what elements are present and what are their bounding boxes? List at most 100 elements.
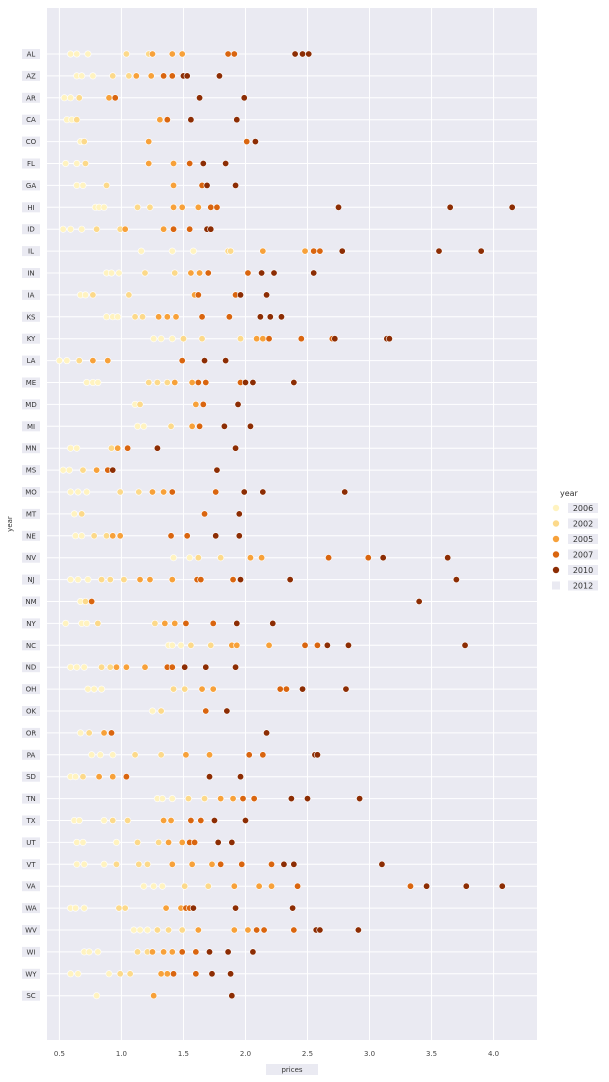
state-label-box — [22, 552, 40, 563]
data-point — [150, 992, 158, 1000]
data-point — [246, 554, 254, 562]
data-point — [178, 357, 186, 365]
data-point — [208, 970, 216, 978]
data-point — [241, 816, 249, 824]
data-point — [239, 795, 247, 803]
data-point — [280, 860, 288, 868]
data-point — [153, 444, 161, 452]
data-point — [290, 926, 298, 934]
state-label: NJ — [27, 576, 34, 584]
data-point — [157, 970, 165, 978]
legend-label-box — [568, 549, 598, 560]
state-label: NC — [26, 642, 36, 650]
data-point — [168, 72, 176, 80]
data-point — [163, 970, 171, 978]
data-point — [237, 335, 245, 343]
state-label: UT — [26, 839, 36, 847]
data-point — [213, 203, 221, 211]
state-label: AL — [27, 51, 36, 59]
data-point — [446, 203, 454, 211]
state-label-box — [22, 114, 40, 125]
data-point — [83, 378, 91, 386]
state-label: HI — [27, 204, 34, 212]
data-point — [94, 619, 102, 627]
x-tick-label: 2.0 — [240, 1050, 251, 1058]
data-point — [67, 50, 75, 58]
state-label: KY — [27, 335, 36, 343]
data-point — [342, 685, 350, 693]
data-point — [364, 554, 372, 562]
state-label: WV — [25, 927, 37, 935]
data-point — [136, 926, 144, 934]
data-point — [98, 663, 106, 671]
data-point — [249, 948, 257, 956]
data-point — [78, 532, 86, 540]
data-point — [259, 751, 267, 759]
data-point — [444, 554, 452, 562]
data-point — [294, 882, 302, 890]
data-point — [116, 532, 124, 540]
state-label-box — [22, 530, 40, 541]
data-point — [225, 313, 233, 321]
data-point — [297, 335, 305, 343]
state-label-box — [22, 881, 40, 892]
data-point — [143, 860, 151, 868]
data-point — [310, 269, 318, 277]
data-point — [112, 663, 120, 671]
state-label: OK — [26, 708, 37, 716]
state-label: VT — [26, 861, 36, 869]
data-point — [83, 619, 91, 627]
data-point — [508, 203, 516, 211]
data-point — [435, 247, 443, 255]
data-point — [229, 795, 237, 803]
data-point — [212, 532, 220, 540]
data-point — [168, 488, 176, 496]
state-label: IA — [28, 291, 35, 299]
data-point — [291, 50, 299, 58]
data-point — [73, 444, 81, 452]
data-point — [187, 816, 195, 824]
data-point — [299, 685, 307, 693]
data-point — [134, 838, 142, 846]
data-point — [74, 970, 82, 978]
data-point — [290, 378, 298, 386]
state-label-box — [22, 684, 40, 695]
data-point — [299, 50, 307, 58]
data-point — [157, 751, 165, 759]
x-axis-title-box — [266, 1064, 318, 1075]
data-point — [168, 948, 176, 956]
data-point — [178, 838, 186, 846]
data-point — [158, 882, 166, 890]
data-point — [62, 619, 70, 627]
data-point — [148, 948, 156, 956]
data-point — [354, 926, 362, 934]
state-label-box — [22, 202, 40, 213]
data-point — [170, 160, 178, 168]
data-point — [452, 576, 460, 584]
data-point — [301, 641, 309, 649]
data-point — [134, 203, 142, 211]
data-point — [246, 422, 254, 430]
state-label: CA — [26, 116, 36, 124]
data-point — [131, 313, 139, 321]
data-point — [266, 313, 274, 321]
data-point — [140, 422, 148, 430]
data-point — [237, 576, 245, 584]
x-tick-label: 0.5 — [54, 1050, 65, 1058]
data-point — [214, 838, 222, 846]
state-label-box — [22, 837, 40, 848]
state-label: OR — [26, 729, 37, 737]
state-label-box — [22, 968, 40, 979]
data-point — [122, 663, 130, 671]
data-point — [78, 225, 86, 233]
data-point — [109, 466, 117, 474]
data-point — [289, 904, 297, 912]
data-point — [81, 597, 89, 605]
data-point — [73, 160, 81, 168]
data-point — [186, 554, 194, 562]
state-label-box — [22, 618, 40, 629]
data-point — [178, 203, 186, 211]
state-label-box — [22, 246, 40, 257]
x-tick-label: 3.0 — [364, 1050, 375, 1058]
